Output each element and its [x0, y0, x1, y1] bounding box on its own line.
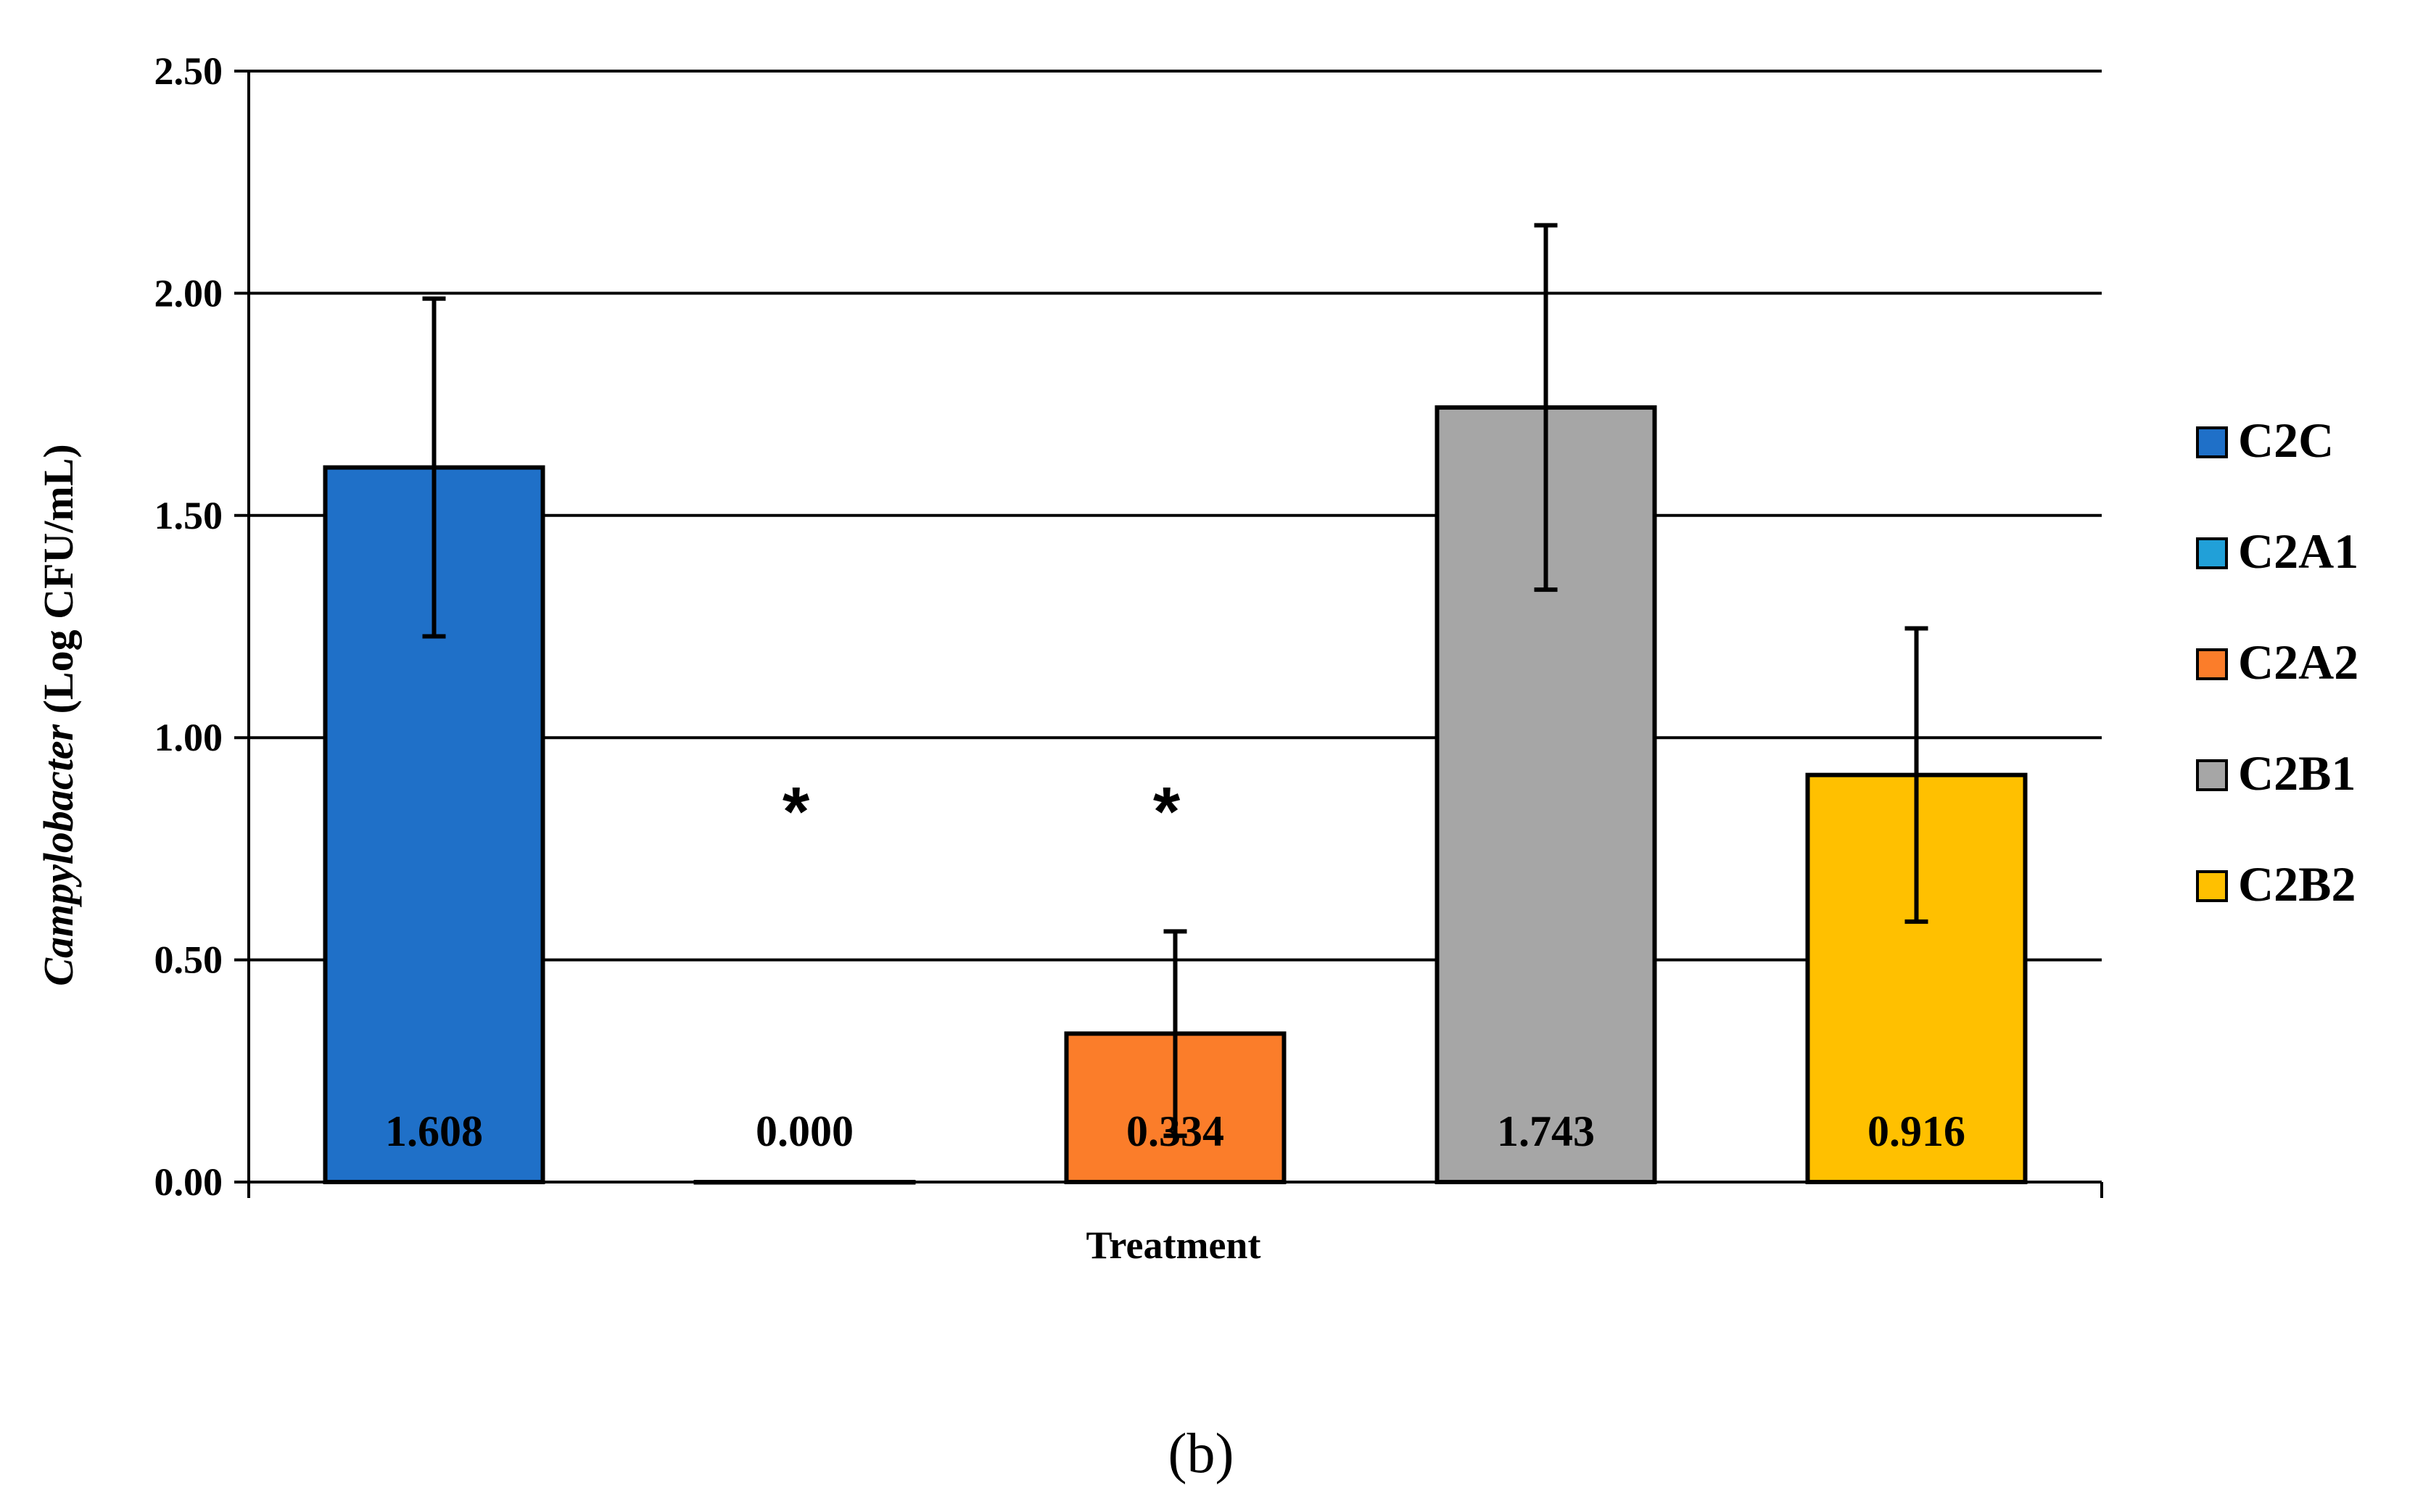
legend-label-c2b1: C2B1 [2238, 745, 2356, 801]
data-label-c2b2: 0.916 [1867, 1107, 1965, 1155]
error-bars [422, 223, 1928, 1139]
data-label-c2a1: 0.000 [756, 1107, 854, 1155]
y-tick-label: 0.50 [154, 938, 223, 982]
y-axis-label-italic: Campylobacter [35, 724, 82, 986]
legend-label-c2a2: C2A2 [2238, 635, 2358, 690]
data-label-c2a2: 0.334 [1126, 1107, 1224, 1155]
legend-swatch-c2c [2196, 426, 2228, 458]
significance-markers: * * [783, 773, 1181, 851]
y-axis-label: Campylobacter (Log CFU/mL) [35, 444, 82, 986]
y-axis-label-units: (Log CFU/mL) [35, 444, 82, 724]
bar-c2c [323, 465, 545, 1184]
y-tick-label: 2.00 [154, 271, 223, 315]
legend: C2C C2A1 C2A2 C2B1 C2B2 [2196, 413, 2358, 912]
figure-caption: (b) [1168, 1421, 1234, 1484]
legend-swatch-c2a1 [2196, 537, 2228, 569]
data-label-c2c: 1.608 [385, 1107, 483, 1155]
y-tick-label: 2.50 [154, 49, 223, 93]
legend-swatch-c2b2 [2196, 870, 2228, 902]
y-tick-label: 1.50 [154, 494, 223, 537]
legend-label-c2b2: C2B2 [2238, 856, 2356, 912]
data-labels: 1.608 0.000 0.334 1.743 0.916 [385, 1107, 1965, 1155]
x-axis-label: Treatment [1086, 1223, 1261, 1267]
legend-swatch-c2b1 [2196, 759, 2228, 791]
y-tick-label: 0.00 [154, 1160, 223, 1204]
bar-c2a1 [693, 1180, 916, 1185]
y-tick-label: 1.00 [154, 716, 223, 759]
legend-label-c2a1: C2A1 [2238, 524, 2358, 579]
significance-marker: * [783, 773, 810, 851]
significance-marker: * [1153, 773, 1181, 851]
gridlines [249, 70, 2102, 962]
legend-label-c2c: C2C [2238, 413, 2334, 468]
legend-swatch-c2a2 [2196, 648, 2228, 680]
data-label-c2b1: 1.743 [1497, 1107, 1595, 1155]
